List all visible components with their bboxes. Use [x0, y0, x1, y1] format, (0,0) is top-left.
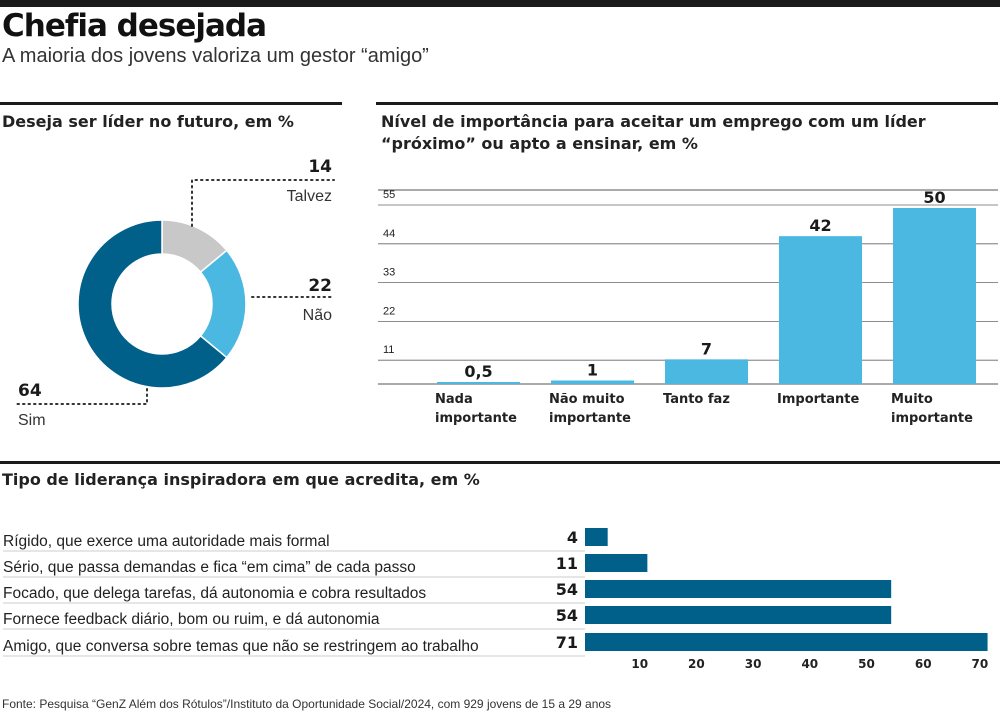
hbar-chart-title: Tipo de liderança inspiradora em que acr… — [2, 470, 480, 489]
hbar-bar-2 — [585, 580, 892, 598]
hbar-category-label-1: Sério, que passa demandas e fica “em cim… — [3, 559, 416, 576]
hbar-section-rule — [0, 461, 1000, 464]
donut-value-2: 64 — [18, 381, 42, 401]
top-rule — [0, 0, 1000, 7]
column-section-rule — [376, 102, 998, 105]
source-footnote: Fonte: Pesquisa “GenZ Além dos Rótulos”/… — [2, 697, 612, 711]
column-value-label-0: 0,5 — [464, 362, 492, 381]
y-tick-label-33: 33 — [383, 267, 395, 279]
column-bar-3 — [779, 236, 862, 384]
x-tick-label-50: 50 — [858, 657, 875, 671]
column-bar-4 — [893, 208, 976, 384]
column-bar-1 — [551, 380, 634, 384]
column-value-label-4: 50 — [923, 188, 945, 207]
page-title: Chefia desejada — [2, 8, 267, 44]
donut-chart-title: Deseja ser líder no futuro, em % — [2, 112, 294, 131]
donut-slice-sim — [77, 219, 228, 389]
hbar-bar-3 — [585, 606, 892, 624]
hbar-category-label-3: Fornece feedback diário, bom ou ruim, e … — [3, 611, 380, 628]
hbar-value-label-4: 71 — [556, 633, 578, 652]
page-subtitle: A maioria dos jovens valoriza um gestor … — [2, 45, 429, 67]
donut-value-0: 14 — [308, 157, 332, 177]
column-category-label-3-0: Importante — [777, 392, 859, 407]
column-value-label-3: 42 — [809, 216, 831, 235]
donut-label-1: Não — [303, 307, 332, 324]
column-category-label-0-1: importante — [435, 411, 517, 426]
hbar-category-label-4: Amigo, que conversa sobre temas que não … — [3, 638, 479, 655]
column-category-label-1-1: importante — [549, 411, 631, 426]
y-tick-label-22: 22 — [383, 305, 395, 317]
x-tick-label-30: 30 — [745, 657, 762, 671]
donut-chart: 14 Talvez 22 Não 64 Sim — [13, 157, 335, 429]
column-category-label-0-0: Nada — [435, 392, 473, 407]
x-tick-label-70: 70 — [972, 657, 989, 671]
horizontal-bar-chart: Rígido, que exerce uma autoridade mais f… — [3, 528, 988, 671]
donut-label-2: Sim — [18, 412, 46, 429]
hbar-bar-0 — [585, 528, 608, 546]
column-category-label-1-0: Não muito — [549, 392, 625, 407]
leader-line-sim — [13, 388, 148, 405]
x-tick-label-10: 10 — [631, 657, 648, 671]
hbar-category-label-2: Focado, que delega tarefas, dá autonomia… — [3, 585, 426, 602]
x-tick-label-40: 40 — [801, 657, 818, 671]
x-tick-label-20: 20 — [688, 657, 705, 671]
y-tick-label-44: 44 — [383, 228, 395, 240]
column-value-label-1: 1 — [587, 360, 598, 379]
column-chart-title: Nível de importância para aceitar um emp… — [381, 112, 926, 153]
hbar-value-label-2: 54 — [556, 580, 578, 599]
hbar-value-label-1: 11 — [556, 554, 578, 573]
column-bar-0 — [437, 382, 520, 384]
column-category-label-2-0: Tanto faz — [663, 392, 730, 407]
x-tick-label-60: 60 — [915, 657, 932, 671]
column-chart: 11 22 33 44 55 0,5 Nada importante 1 Não muito imp… — [378, 188, 998, 426]
hbar-bar-4 — [585, 633, 988, 651]
y-tick-label-11: 11 — [383, 344, 394, 356]
leader-line-talvez — [191, 179, 335, 227]
y-tick-label-55: 55 — [383, 189, 395, 201]
hbar-bar-1 — [585, 554, 648, 572]
donut-value-1: 22 — [308, 276, 332, 296]
column-category-label-4-1: importante — [891, 411, 973, 426]
column-category-label-4-0: Muito — [891, 392, 933, 407]
hbar-value-label-0: 4 — [567, 528, 578, 547]
donut-label-0: Talvez — [287, 188, 332, 205]
donut-section-rule — [0, 102, 342, 105]
hbar-category-label-0: Rígido, que exerce uma autoridade mais f… — [3, 533, 330, 550]
hbar-value-label-3: 54 — [556, 606, 578, 625]
column-value-label-2: 7 — [701, 339, 712, 358]
column-bar-2 — [665, 359, 748, 384]
